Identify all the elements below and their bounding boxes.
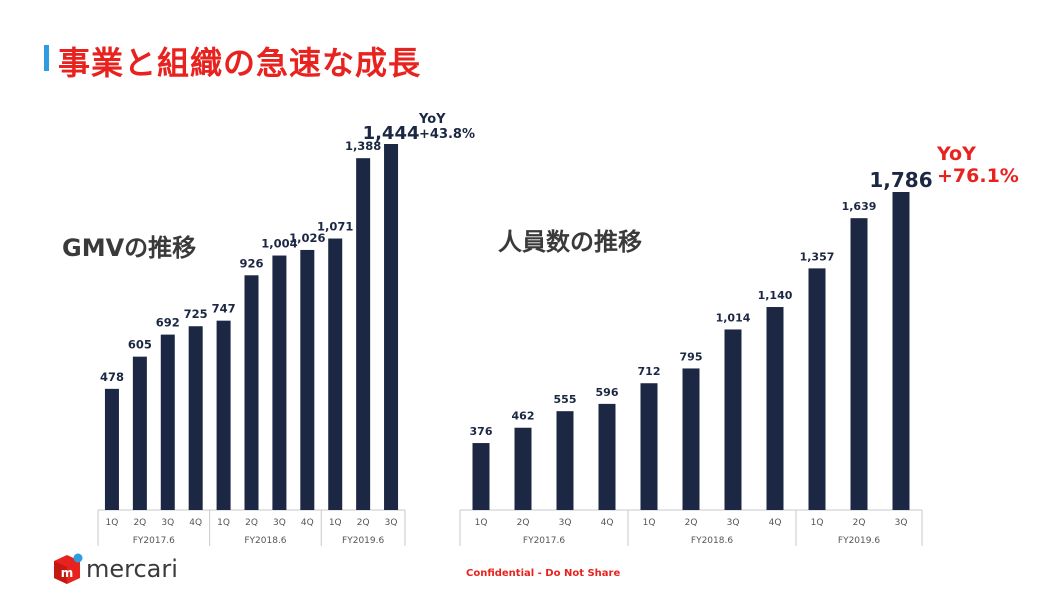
gmv-category-label: 1Q	[106, 518, 119, 528]
headcount-bar	[850, 218, 868, 510]
headcount-group-label: FY2018.6	[691, 536, 733, 546]
headcount-bar	[808, 268, 826, 510]
headcount-value-label: 555	[554, 393, 577, 406]
gmv-value-label: 1,388	[345, 139, 381, 153]
gmv-group-label: FY2017.6	[133, 536, 175, 546]
gmv-category-label: 2Q	[245, 518, 258, 528]
gmv-value-label: 1,026	[289, 231, 325, 245]
confidential-footer: Confidential - Do Not Share	[466, 568, 621, 579]
headcount-category-label: 3Q	[559, 518, 572, 528]
headcount-value-label: 1,140	[758, 289, 793, 302]
logo-wordmark: mercari	[86, 555, 178, 583]
headcount-group-label: FY2017.6	[523, 536, 565, 546]
gmv-group-label: FY2018.6	[244, 536, 286, 546]
headcount-yoy-value: +76.1%	[937, 164, 1019, 187]
headcount-bar	[724, 329, 742, 510]
gmv-value-label: 1,444	[363, 123, 420, 144]
headcount-value-label: 1,357	[800, 250, 835, 263]
gmv-category-label: 4Q	[189, 518, 202, 528]
headcount-group-label: FY2019.6	[838, 536, 880, 546]
headcount-bar	[514, 427, 532, 510]
gmv-category-label: 3Q	[385, 518, 398, 528]
headcount-value-label: 1,014	[716, 311, 751, 324]
headcount-bar	[472, 443, 490, 510]
headcount-category-label: 1Q	[475, 518, 488, 528]
gmv-category-label: 1Q	[217, 518, 230, 528]
headcount-bar	[892, 192, 910, 510]
gmv-category-label: 4Q	[301, 518, 314, 528]
headcount-category-label: 3Q	[895, 518, 908, 528]
gmv-category-label: 3Q	[273, 518, 286, 528]
mercari-logo: m mercari	[50, 552, 190, 586]
gmv-category-label: 2Q	[357, 518, 370, 528]
gmv-value-label: 1,004	[261, 237, 297, 251]
gmv-value-label: 747	[212, 302, 236, 316]
headcount-yoy-label: YoY	[937, 143, 976, 165]
gmv-value-label: 478	[100, 370, 124, 384]
headcount-category-label: 2Q	[685, 518, 698, 528]
slide-title: 事業と組織の急速な成長	[58, 44, 422, 82]
headcount-category-label: 1Q	[643, 518, 656, 528]
gmv-group-label: FY2019.6	[342, 536, 384, 546]
headcount-yoy-annotation: YoY +76.1%	[937, 143, 1019, 188]
headcount-bar	[640, 383, 658, 510]
gmv-bar	[384, 144, 399, 510]
gmv-value-label: 692	[156, 316, 180, 330]
headcount-value-label: 712	[638, 365, 661, 378]
headcount-category-label: 2Q	[853, 518, 866, 528]
gmv-bar	[160, 334, 175, 510]
headcount-bar	[556, 411, 574, 510]
gmv-bar	[188, 326, 203, 510]
headcount-category-label: 1Q	[811, 518, 824, 528]
title-accent-bar	[44, 45, 49, 71]
gmv-category-label: 2Q	[133, 518, 146, 528]
headcount-bar	[598, 403, 616, 510]
gmv-bar	[328, 238, 343, 510]
gmv-value-label: 725	[184, 307, 208, 321]
headcount-value-label: 1,786	[869, 168, 932, 192]
headcount-value-label: 795	[680, 350, 703, 363]
gmv-yoy-value: +43.8%	[419, 126, 475, 142]
gmv-value-label: 605	[128, 338, 152, 352]
headcount-value-label: 1,639	[842, 200, 877, 213]
headcount-category-label: 3Q	[727, 518, 740, 528]
gmv-yoy-annotation: YoY +43.8%	[419, 112, 475, 143]
headcount-category-label: 2Q	[517, 518, 530, 528]
gmv-bar	[132, 356, 147, 510]
headcount-bar	[682, 368, 700, 510]
gmv-category-label: 3Q	[161, 518, 174, 528]
gmv-value-label: 926	[239, 256, 263, 270]
gmv-bar	[272, 255, 287, 510]
headcount-chart-title: 人員数の推移	[498, 228, 642, 256]
headcount-category-label: 4Q	[601, 518, 614, 528]
gmv-chart-title: GMVの推移	[62, 234, 197, 262]
gmv-bar	[104, 388, 119, 510]
headcount-category-label: 4Q	[769, 518, 782, 528]
headcount-value-label: 376	[470, 425, 493, 438]
headcount-value-label: 462	[512, 410, 535, 423]
gmv-bar	[356, 158, 371, 510]
gmv-value-label: 1,071	[317, 220, 353, 234]
gmv-bar	[244, 275, 259, 510]
headcount-value-label: 596	[596, 386, 619, 399]
gmv-yoy-label: YoY	[419, 112, 446, 127]
mercari-box-icon: m	[54, 553, 83, 584]
gmv-category-label: 1Q	[329, 518, 342, 528]
gmv-bar	[216, 320, 231, 510]
headcount-bar	[766, 307, 784, 510]
svg-text:m: m	[61, 566, 74, 580]
gmv-bar	[300, 249, 315, 510]
